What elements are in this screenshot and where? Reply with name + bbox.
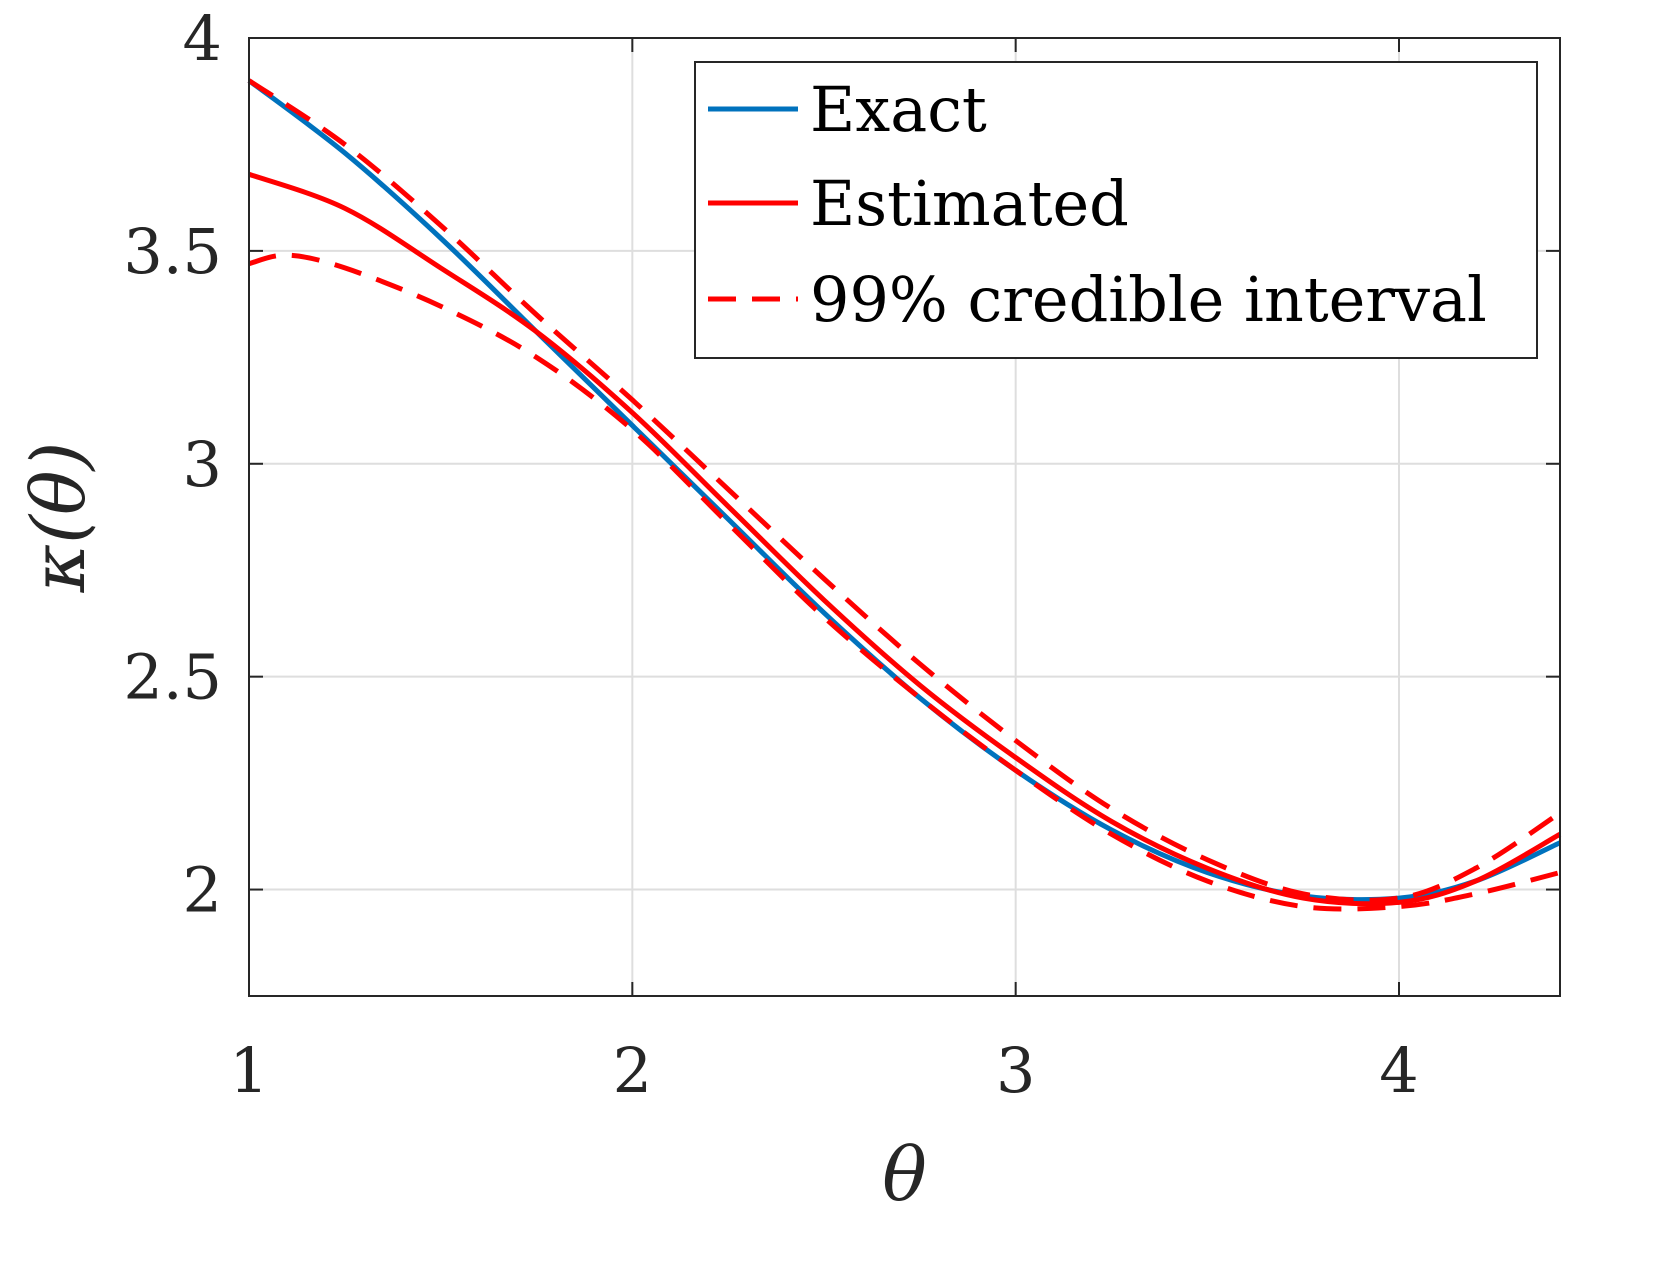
- y-axis-title: κ(θ): [16, 442, 102, 594]
- legend-box: [694, 61, 1538, 359]
- series-line-ci-upper: [247, 78, 1562, 903]
- tick-labels: 1 2 3 4 2 2.5 3 3.5 4: [123, 2, 1418, 1107]
- series-line-estimated: [248, 171, 1562, 907]
- series-layer: [247, 78, 1562, 912]
- ticks: [248, 37, 1560, 996]
- x-tick-label: 2: [613, 1034, 652, 1107]
- x-axis-title: θ: [882, 1132, 927, 1218]
- y-tick-label: 3.5: [123, 215, 222, 288]
- y-tick-label: 3: [183, 428, 222, 501]
- legend-label-exact: Exact: [810, 73, 987, 146]
- x-tick-label: 1: [229, 1034, 268, 1107]
- y-tick-label: 2: [183, 854, 222, 927]
- x-tick-label: 3: [996, 1034, 1035, 1107]
- legend-label-estimated: Estimated: [810, 167, 1129, 240]
- legend: Exact Estimated 99% credible interval: [694, 61, 1538, 359]
- x-tick-label: 4: [1379, 1034, 1418, 1107]
- y-tick-label: 2.5: [123, 641, 222, 714]
- series-line-ci-lower: [248, 252, 1561, 912]
- legend-label-credible-interval: 99% credible interval: [810, 263, 1487, 336]
- y-tick-label: 4: [183, 2, 222, 75]
- plot-frame: [248, 37, 1561, 997]
